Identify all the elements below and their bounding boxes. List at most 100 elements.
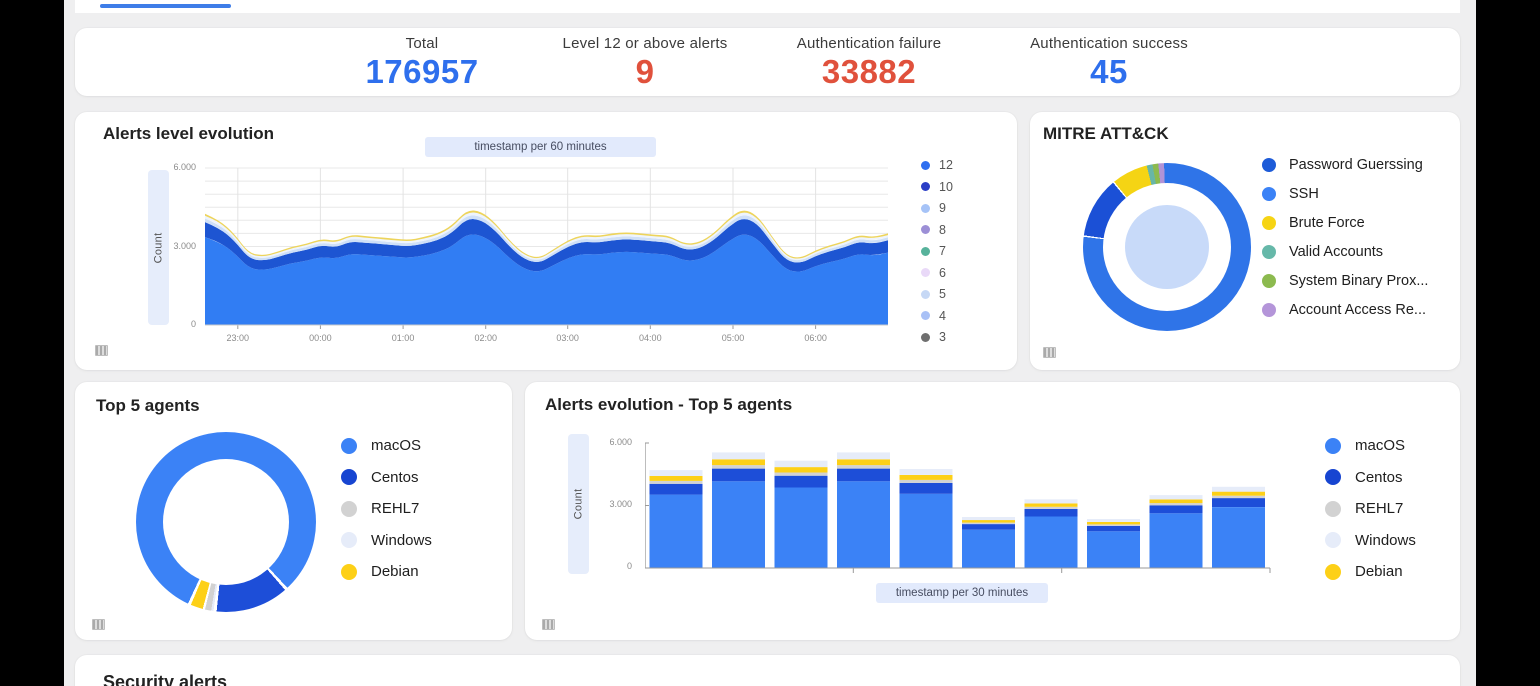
legend-item[interactable]: Brute Force bbox=[1262, 215, 1428, 231]
legend-label: Debian bbox=[371, 563, 419, 580]
x-axis-hint: timestamp per 60 minutes bbox=[425, 137, 656, 157]
legend-dot bbox=[921, 225, 930, 234]
stacked-bar-chart[interactable] bbox=[645, 442, 1271, 574]
x-tick-label: 05:00 bbox=[721, 333, 745, 343]
legend-label: 9 bbox=[939, 201, 946, 215]
legend-item[interactable]: Password Guerssing bbox=[1262, 157, 1428, 173]
stat-label: Authentication failure bbox=[796, 35, 942, 52]
legend-item[interactable]: Windows bbox=[341, 532, 432, 549]
stat-value: 176957 bbox=[365, 53, 479, 90]
panel-title: Top 5 agents bbox=[96, 396, 200, 415]
legend-item[interactable]: Account Access Re... bbox=[1262, 302, 1428, 318]
area-x-ticks: 23:00 00:00 01:00 02:00 03:00 04:00 05:00 06:00 bbox=[205, 333, 888, 345]
stats-summary-card: Total 176957 Level 12 or above alerts 9 … bbox=[75, 28, 1460, 96]
legend-label: REHL7 bbox=[371, 500, 420, 517]
legend-dot bbox=[1325, 563, 1341, 580]
legend-label: Centos bbox=[1355, 468, 1403, 486]
legend-label: macOS bbox=[371, 437, 422, 454]
legend-dot bbox=[921, 268, 930, 277]
legend-item[interactable]: Centos bbox=[1325, 469, 1416, 486]
legend-label: 7 bbox=[939, 244, 946, 258]
legend-dot bbox=[341, 500, 357, 517]
legend-label: Windows bbox=[371, 531, 432, 549]
y-axis-label: Count bbox=[572, 488, 585, 520]
legend-item[interactable]: macOS bbox=[1325, 437, 1416, 454]
legend-item[interactable]: Centos bbox=[341, 469, 432, 486]
legend-item[interactable]: macOS bbox=[341, 437, 432, 454]
tab-bar bbox=[75, 0, 1460, 13]
legend-dot bbox=[921, 332, 930, 342]
legend-dot bbox=[1262, 245, 1276, 259]
legend-label: 3 bbox=[939, 330, 946, 344]
stat-level12-alerts: Level 12 or above alerts 9 bbox=[563, 35, 728, 91]
legend-item[interactable]: Valid Accounts bbox=[1262, 244, 1428, 260]
mitre-legend: Password Guerssing SSH Brute Force Valid Ac… bbox=[1262, 157, 1428, 318]
legend-dot bbox=[341, 532, 357, 548]
legend-item[interactable]: 10 bbox=[921, 180, 953, 194]
panel-options-icon[interactable] bbox=[95, 345, 108, 356]
stat-auth-failure: Authentication failure 33882 bbox=[797, 35, 942, 91]
legend-dot bbox=[1262, 303, 1276, 317]
legend-dot bbox=[1262, 158, 1276, 172]
area-chart[interactable] bbox=[205, 167, 888, 331]
x-tick-label: 02:00 bbox=[474, 333, 497, 343]
y-tick-label: 3.000 bbox=[173, 241, 196, 251]
legend-item[interactable]: 9 bbox=[921, 201, 953, 215]
panel-title: Security alerts bbox=[103, 672, 228, 686]
legend-dot bbox=[1262, 216, 1276, 230]
legend-label: System Binary Prox... bbox=[1289, 273, 1429, 289]
legend-item[interactable]: 3 bbox=[921, 330, 953, 344]
legend-item[interactable]: SSH bbox=[1262, 186, 1428, 202]
y-tick-label: 6.000 bbox=[173, 162, 196, 172]
panel-title: Alerts evolution - Top 5 agents bbox=[545, 395, 793, 414]
legend-dot bbox=[341, 563, 357, 580]
legend-label: Debian bbox=[1355, 563, 1403, 580]
y-axis-label: Count bbox=[152, 232, 165, 263]
legend-item[interactable]: REHL7 bbox=[1325, 500, 1416, 517]
legend-item[interactable]: REHL7 bbox=[341, 500, 432, 517]
legend-item[interactable]: 4 bbox=[921, 309, 953, 323]
legend-item[interactable]: 7 bbox=[921, 244, 953, 258]
legend-dot bbox=[921, 160, 930, 170]
panel-options-icon[interactable] bbox=[542, 619, 555, 630]
active-tab-indicator[interactable] bbox=[100, 4, 231, 8]
x-tick-label: 01:00 bbox=[391, 333, 415, 343]
legend-label: SSH bbox=[1289, 186, 1319, 202]
panel-options-icon[interactable] bbox=[92, 619, 105, 630]
x-tick-label: 06:00 bbox=[804, 333, 827, 343]
legend-item[interactable]: 12 bbox=[921, 158, 953, 172]
legend-label: Centos bbox=[371, 468, 419, 486]
legend-item[interactable]: Debian bbox=[341, 563, 432, 580]
y-tick-label: 0 bbox=[626, 561, 632, 571]
stat-total: Total 176957 bbox=[365, 35, 478, 91]
legend-item[interactable]: Debian bbox=[1325, 563, 1416, 580]
legend-item[interactable]: Windows bbox=[1325, 532, 1416, 549]
donut-hole bbox=[163, 459, 289, 585]
top5-donut-chart[interactable] bbox=[136, 432, 316, 612]
stat-label: Total bbox=[405, 35, 439, 52]
stat-label: Authentication success bbox=[1030, 35, 1188, 52]
legend-label: 6 bbox=[939, 265, 946, 280]
stat-auth-success: Authentication success 45 bbox=[1030, 35, 1188, 91]
stat-value: 33882 bbox=[821, 53, 917, 90]
legend-item[interactable]: 5 bbox=[921, 287, 953, 301]
legend-dot bbox=[1262, 274, 1276, 288]
x-tick-label: 00:00 bbox=[309, 333, 332, 343]
panel-options-icon[interactable] bbox=[1043, 347, 1056, 358]
legend-dot bbox=[921, 182, 930, 191]
legend-label: Password Guerssing bbox=[1289, 157, 1423, 173]
legend-label: Windows bbox=[1355, 531, 1416, 549]
donut-hole bbox=[1103, 183, 1231, 311]
bars-legend: macOS Centos REHL7 Windows Debian bbox=[1325, 437, 1416, 580]
security-alerts-panel: Security alerts bbox=[75, 655, 1460, 686]
legend-dot bbox=[1325, 532, 1341, 548]
mitre-donut-chart[interactable] bbox=[1083, 163, 1251, 331]
legend-item[interactable]: System Binary Prox... bbox=[1262, 273, 1428, 289]
legend-label: Account Access Re... bbox=[1289, 302, 1427, 318]
legend-item[interactable]: 6 bbox=[921, 266, 953, 280]
y-tick-label: 0 bbox=[190, 319, 196, 329]
x-axis-hint: timestamp per 30 minutes bbox=[876, 583, 1048, 603]
legend-item[interactable]: 8 bbox=[921, 223, 953, 237]
panel-title: MITRE ATT&CK bbox=[1043, 124, 1169, 143]
